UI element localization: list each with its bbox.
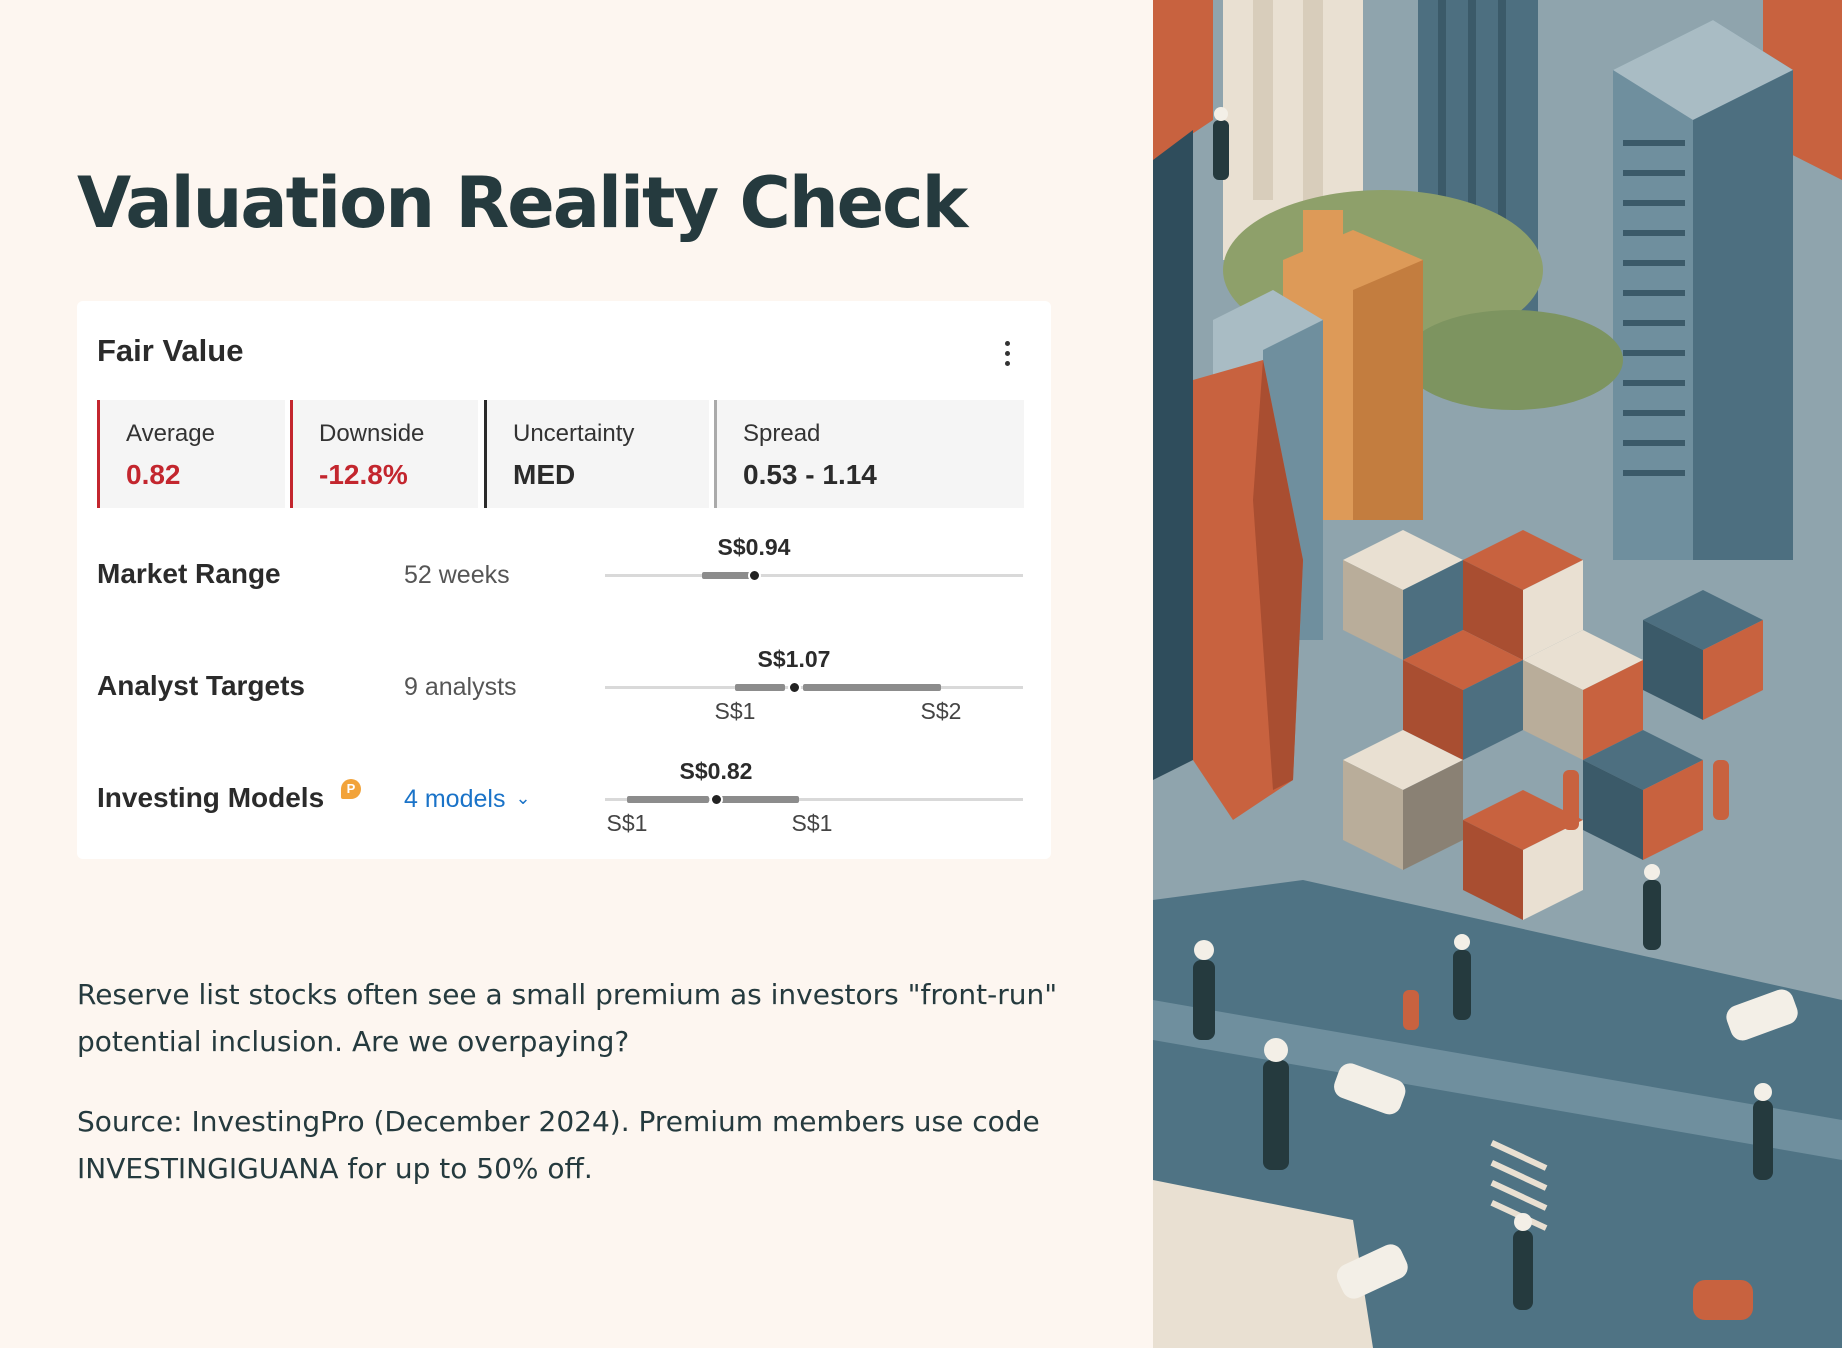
row-label-investing-models: Investing Models — [97, 782, 325, 813]
more-vertical-icon[interactable] — [997, 341, 1017, 371]
range-segment-low — [735, 684, 785, 691]
range-track — [605, 574, 1023, 577]
row-label-analyst-targets: Analyst Targets — [97, 670, 305, 701]
range-marker — [788, 681, 801, 694]
range-segment-high — [719, 796, 799, 803]
city-street-illustration — [1153, 0, 1842, 1348]
range-value: S$0.82 — [679, 758, 753, 784]
metric-label: Average — [126, 420, 215, 447]
investing-models-bar: S$0.82 S$1 S$1 — [605, 758, 1023, 848]
row-sub-analysts: 9 analysts — [404, 673, 517, 701]
body-paragraph: Reserve list stocks often see a small pr… — [77, 978, 1058, 1058]
range-tick-high: S$2 — [920, 698, 962, 724]
market-range-bar: S$0.94 — [605, 534, 1023, 624]
metric-average: Average 0.82 — [97, 400, 285, 508]
range-segment-low — [627, 796, 709, 803]
metric-value: 0.53 - 1.14 — [743, 459, 877, 490]
range-tick-low: S$1 — [606, 810, 648, 836]
range-value: S$0.94 — [717, 534, 791, 560]
row-label-market-range: Market Range — [97, 558, 281, 589]
metric-label: Spread — [743, 420, 821, 447]
range-tick-high: S$1 — [791, 810, 833, 836]
models-dropdown-label[interactable]: 4 models — [404, 785, 506, 813]
range-value: S$1.07 — [757, 646, 831, 672]
source-note: Source: InvestingPro (December 2024). Pr… — [77, 1105, 1040, 1185]
range-segment — [702, 572, 752, 579]
range-marker — [748, 569, 761, 582]
metric-label: Downside — [319, 420, 425, 447]
range-segment-high — [803, 684, 941, 691]
metric-spread: Spread 0.53 - 1.14 — [714, 400, 1024, 508]
page-title: Valuation Reality Check — [77, 162, 968, 244]
models-dropdown[interactable]: 4 models ⌄ — [404, 785, 531, 814]
investingpro-badge-icon: P — [341, 779, 361, 799]
analyst-targets-bar: S$1.07 S$1 S$2 — [605, 646, 1023, 736]
card-title: Fair Value — [97, 333, 244, 368]
content-panel: Valuation Reality Check Fair Value Avera… — [77, 162, 1058, 1185]
range-track — [605, 798, 1023, 801]
metric-value: -12.8% — [319, 459, 408, 490]
chevron-down-icon[interactable]: ⌄ — [515, 788, 531, 808]
metric-label: Uncertainty — [513, 420, 635, 447]
metric-value: MED — [513, 459, 576, 490]
range-tick-low: S$1 — [714, 698, 756, 724]
metric-value: 0.82 — [126, 459, 181, 490]
row-sub-weeks: 52 weeks — [404, 561, 510, 589]
fair-value-card: Fair Value Average 0.82 Downside -12.8% … — [77, 301, 1051, 859]
metric-uncertainty: Uncertainty MED — [484, 400, 709, 508]
metric-downside: Downside -12.8% — [290, 400, 478, 508]
range-marker — [710, 793, 723, 806]
